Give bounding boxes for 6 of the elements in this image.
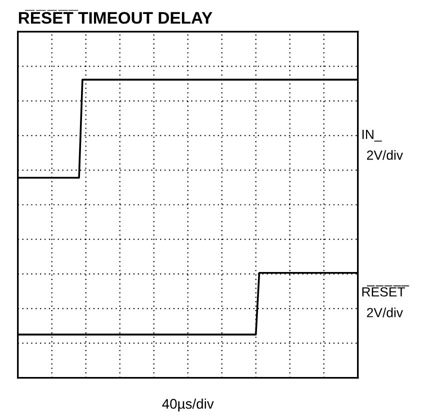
text: 2V/div <box>367 150 403 160</box>
text: 2V/div <box>367 308 403 318</box>
series-label: R̅E̅S̅E̅T̅ <box>362 285 410 297</box>
text: 40µs/div <box>162 398 214 412</box>
chart-title: R̅E̅S̅E̅T̅ TIMEOUT DELAY <box>18 10 212 24</box>
text: IN_ <box>362 130 382 142</box>
